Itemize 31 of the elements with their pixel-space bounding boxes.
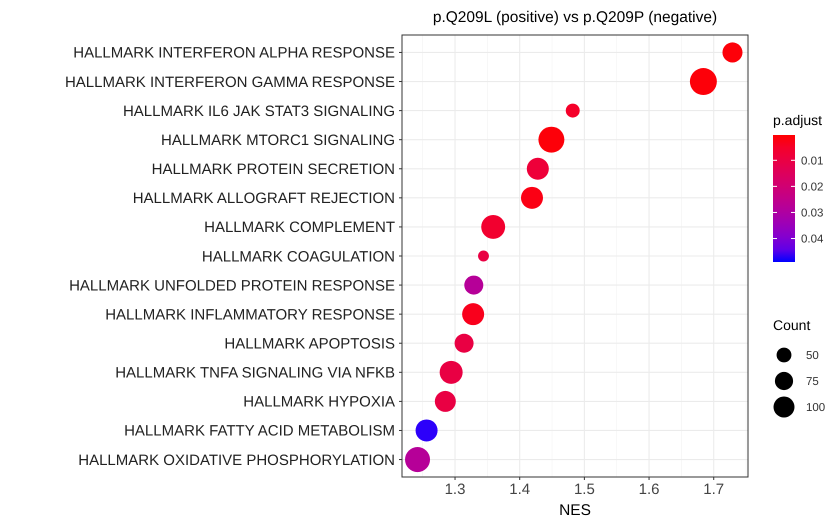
color-bar-title: p.adjust [773,112,822,128]
x-tick-label: 1.7 [703,481,724,498]
color-bar-label: 0.04 [801,234,824,246]
y-tick-label: HALLMARK APOPTOSIS [224,335,395,352]
color-bar-label: 0.01 [801,155,824,168]
y-tick-label: HALLMARK ALLOGRAFT REJECTION [132,190,395,208]
y-tick-label: HALLMARK OXIDATIVE PHOSPHORYLATION [78,452,395,469]
x-axis-title: NES [559,502,591,519]
y-tick-label: HALLMARK IL6 JAK STAT3 SIGNALING [122,102,395,120]
y-tick-label: HALLMARK COAGULATION [202,248,395,266]
color-bar-label: 0.03 [801,207,824,220]
chart-title: p.Q209L (positive) vs p.Q209P (negative) [432,9,718,26]
legend-label: 75 [806,376,819,388]
legend-label: 100 [806,402,826,414]
y-tick-label: HALLMARK FATTY ACID METABOLISM [124,422,395,440]
y-tick-label: HALLMARK COMPLEMENT [204,219,395,236]
x-tick-label: 1.5 [574,481,595,498]
y-tick-label: HALLMARK TNFA SIGNALING VIA NFKB [115,364,395,382]
y-tick-label: HALLMARK INFLAMMATORY RESPONSE [105,306,395,324]
y-tick-label: HALLMARK INTERFERON ALPHA RESPONSE [73,44,395,62]
y-tick-label: HALLMARK MTORC1 SIGNALING [161,132,395,149]
x-tick-label: 1.6 [638,481,660,498]
x-tick-label: 1.3 [444,481,466,498]
color-bar-label: 0.02 [801,181,824,194]
legend-title: Count [773,317,810,333]
y-tick-label: HALLMARK INTERFERON GAMMA RESPONSE [64,74,395,91]
x-tick-label: 1.4 [509,481,530,498]
y-tick-label: HALLMARK HYPOXIA [243,394,395,411]
y-tick-label: HALLMARK PROTEIN SECRETION [152,161,395,178]
legend-label: 50 [806,350,819,362]
y-tick-label: HALLMARK UNFOLDED PROTEIN RESPONSE [69,277,395,294]
